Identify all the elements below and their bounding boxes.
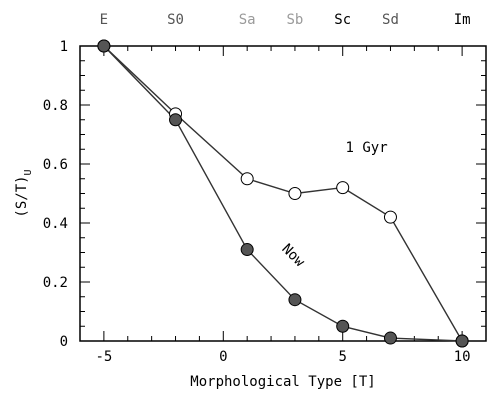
filled-marker xyxy=(240,243,254,257)
open-marker xyxy=(383,210,397,224)
x-tick-label: 10 xyxy=(454,349,471,365)
y-axis-label-subscript: U xyxy=(23,169,34,175)
y-tick-label: 0.8 xyxy=(43,98,68,114)
y-axis-label: (S/T)U xyxy=(14,169,34,217)
filled-marker xyxy=(169,113,183,127)
x-tick-label: -5 xyxy=(95,349,112,365)
y-tick-label: 0.2 xyxy=(43,275,68,291)
filled-marker xyxy=(455,334,469,348)
top-type-label: E xyxy=(100,12,108,28)
filled-marker xyxy=(336,319,350,333)
top-type-label: Sb xyxy=(287,12,304,28)
y-tick-label: 0.6 xyxy=(43,157,68,173)
filled-marker xyxy=(97,39,111,53)
top-type-label: S0 xyxy=(167,12,184,28)
x-tick-label: 5 xyxy=(338,349,346,365)
top-type-label: Sc xyxy=(334,12,351,28)
ticks-layer: -5 0 5 10 0 0.2 0.4 0.6 0.8 1 xyxy=(43,39,487,365)
series-line-1 xyxy=(103,45,463,342)
open-marker xyxy=(240,172,254,186)
series-annotation: 1 Gyr xyxy=(346,140,388,156)
y-tick-label: 0 xyxy=(60,334,68,350)
labels-layer: E S0 Sa Sb Sc Sd Im Morphological Type [T] (S/T)… xyxy=(14,12,471,390)
top-type-label: Im xyxy=(454,12,471,28)
y-tick-label: 1 xyxy=(60,39,68,55)
open-marker xyxy=(336,181,350,195)
series-line-0 xyxy=(103,45,463,342)
y-tick-label: 0.4 xyxy=(43,216,68,232)
axes-layer xyxy=(79,45,487,342)
series-annotation: Now xyxy=(278,241,308,271)
open-marker xyxy=(288,187,302,200)
top-type-label: Sd xyxy=(382,12,399,28)
x-tick-label: 0 xyxy=(219,349,227,365)
filled-marker xyxy=(288,293,302,307)
top-type-label: Sa xyxy=(239,12,256,28)
x-axis-label: Morphological Type [T] xyxy=(190,374,375,390)
series-layer xyxy=(97,39,469,348)
filled-marker xyxy=(383,331,397,345)
plot-frame xyxy=(79,45,487,342)
